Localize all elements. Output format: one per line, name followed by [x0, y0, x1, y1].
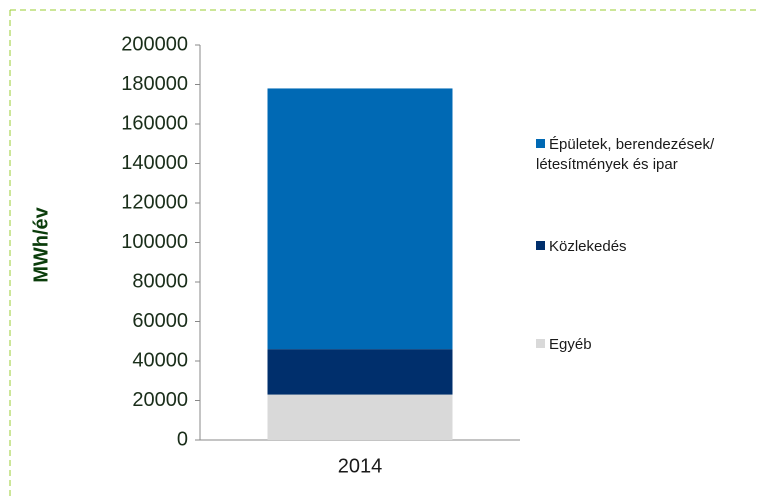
legend-item: Egyéb [536, 335, 756, 355]
legend-swatch [536, 139, 545, 148]
y-tick-label: 120000 [121, 191, 188, 213]
bar-segment [267, 349, 453, 395]
bar-segment [267, 394, 453, 440]
legend-label: Épületek, berendezések/ létesítmények és… [536, 136, 715, 173]
y-tick-label: 140000 [121, 152, 188, 174]
y-tick-label: 160000 [121, 112, 188, 134]
legend-item: Épületek, berendezések/ létesítmények és… [536, 135, 756, 175]
y-tick-label: 200000 [121, 33, 188, 55]
legend-label: Egyéb [549, 336, 592, 353]
y-axis-label: MWh/év [30, 206, 52, 282]
y-tick-label: 80000 [132, 270, 188, 292]
y-tick-label: 20000 [132, 389, 188, 411]
y-tick-label: 180000 [121, 73, 188, 95]
y-tick-label: 60000 [132, 310, 188, 332]
y-tick-label: 40000 [132, 349, 188, 371]
legend-swatch [536, 339, 545, 348]
y-tick-label: 0 [177, 428, 188, 450]
bar-segment [267, 88, 453, 350]
x-tick-label: 2014 [338, 455, 383, 477]
legend-item: Közlekedés [536, 237, 756, 257]
legend-swatch [536, 241, 545, 250]
y-tick-label: 100000 [121, 231, 188, 253]
legend-label: Közlekedés [549, 238, 627, 255]
